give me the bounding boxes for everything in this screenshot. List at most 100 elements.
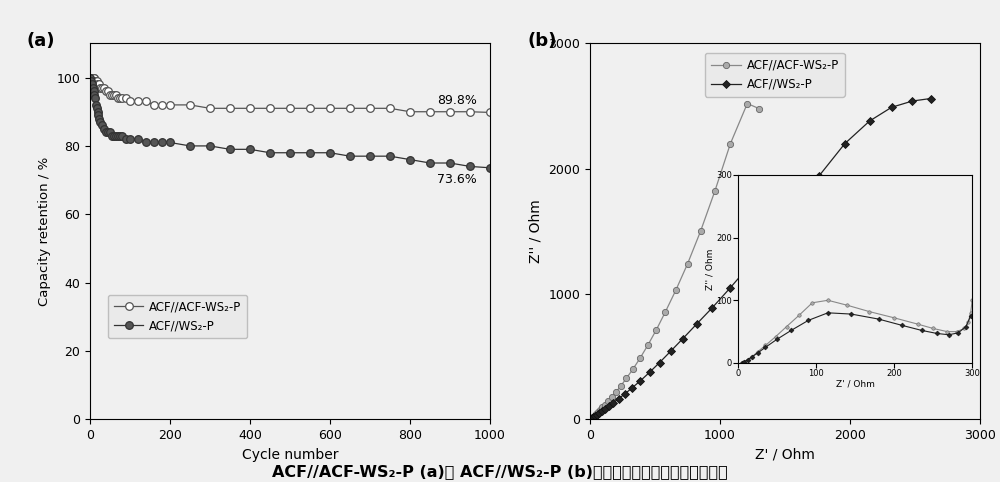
ACF//WS₂-P [788, 207, 800, 213]
ACF//WS₂-P [619, 391, 631, 397]
ACF//WS₂-P [344, 153, 356, 159]
ACF//WS₂-P [324, 150, 336, 156]
ACF//ACF-WS₂-P [96, 85, 108, 91]
ACF//ACF-WS₂-P [98, 85, 110, 91]
Legend: ACF//ACF-WS₂-P, ACF//WS₂-P: ACF//ACF-WS₂-P, ACF//WS₂-P [108, 295, 247, 338]
ACF//WS₂-P [634, 378, 646, 384]
ACF//WS₂-P [88, 88, 100, 94]
ACF//WS₂-P [765, 237, 777, 243]
ACF//WS₂-P [925, 95, 937, 101]
ACF//ACF-WS₂-P [148, 102, 160, 108]
ACF//WS₂-P [104, 129, 116, 135]
ACF//ACF-WS₂-P [659, 309, 671, 315]
ACF//WS₂-P [116, 133, 128, 138]
ACF//WS₂-P [596, 408, 608, 414]
ACF//WS₂-P [264, 150, 276, 156]
ACF//WS₂-P [587, 415, 599, 420]
ACF//ACF-WS₂-P [114, 95, 126, 101]
ACF//ACF-WS₂-P [264, 106, 276, 111]
ACF//ACF-WS₂-P [424, 109, 436, 115]
ACF//WS₂-P [87, 85, 99, 91]
ACF//WS₂-P [586, 415, 598, 421]
ACF//ACF-WS₂-P [204, 106, 216, 111]
ACF//WS₂-P [813, 174, 825, 179]
ACF//ACF-WS₂-P [627, 366, 639, 372]
ACF//WS₂-P [599, 406, 611, 412]
ACF//WS₂-P [906, 98, 918, 104]
ACF//ACF-WS₂-P [585, 416, 597, 422]
ACF//WS₂-P [124, 136, 136, 142]
ACF//ACF-WS₂-P [585, 416, 597, 422]
ACF//ACF-WS₂-P [120, 95, 132, 101]
ACF//WS₂-P [184, 143, 196, 149]
ACF//WS₂-P [444, 160, 456, 166]
ACF//WS₂-P [706, 305, 718, 311]
ACF//WS₂-P [586, 416, 598, 422]
ACF//WS₂-P [839, 141, 851, 147]
ACF//WS₂-P [464, 163, 476, 169]
ACF//WS₂-P [85, 78, 97, 84]
ACF//WS₂-P [120, 136, 132, 142]
ACF//ACF-WS₂-P [587, 414, 599, 420]
ACF//ACF-WS₂-P [89, 78, 101, 84]
ACF//ACF-WS₂-P [100, 88, 112, 94]
Y-axis label: Capacity retention / %: Capacity retention / % [38, 157, 51, 306]
ACF//ACF-WS₂-P [642, 342, 654, 348]
ACF//WS₂-P [93, 116, 105, 121]
ACF//ACF-WS₂-P [108, 92, 120, 97]
ACF//ACF-WS₂-P [596, 404, 608, 410]
ACF//WS₂-P [90, 102, 102, 108]
ACF//WS₂-P [224, 147, 236, 152]
ACF//WS₂-P [589, 413, 601, 419]
Line: ACF//WS₂-P: ACF//WS₂-P [87, 74, 494, 172]
Line: ACF//ACF-WS₂-P: ACF//ACF-WS₂-P [87, 74, 494, 116]
ACF//ACF-WS₂-P [244, 106, 256, 111]
ACF//ACF-WS₂-P [124, 99, 136, 105]
ACF//ACF-WS₂-P [84, 75, 96, 80]
Text: (a): (a) [26, 32, 54, 50]
ACF//ACF-WS₂-P [304, 106, 316, 111]
ACF//ACF-WS₂-P [586, 416, 598, 422]
Text: 89.8%: 89.8% [437, 94, 477, 107]
ACF//ACF-WS₂-P [86, 75, 98, 80]
ACF//ACF-WS₂-P [592, 409, 604, 415]
ACF//ACF-WS₂-P [615, 383, 627, 388]
ACF//WS₂-P [864, 118, 876, 124]
X-axis label: Cycle number: Cycle number [242, 448, 338, 462]
ACF//WS₂-P [484, 165, 496, 171]
ACF//WS₂-P [654, 360, 666, 365]
ACF//ACF-WS₂-P [724, 141, 736, 147]
ACF//ACF-WS₂-P [753, 106, 765, 111]
ACF//ACF-WS₂-P [132, 99, 144, 105]
ACF//WS₂-P [94, 119, 106, 125]
ACF//ACF-WS₂-P [464, 109, 476, 115]
ACF//WS₂-P [86, 81, 98, 87]
ACF//ACF-WS₂-P [91, 78, 103, 84]
ACF//WS₂-P [593, 410, 605, 415]
ACF//ACF-WS₂-P [156, 102, 168, 108]
ACF//WS₂-P [244, 147, 256, 152]
ACF//WS₂-P [626, 385, 638, 390]
ACF//ACF-WS₂-P [484, 109, 496, 115]
ACF//WS₂-P [644, 369, 656, 375]
ACF//ACF-WS₂-P [92, 81, 104, 87]
ACF//ACF-WS₂-P [104, 92, 116, 97]
ACF//WS₂-P [304, 150, 316, 156]
ACF//ACF-WS₂-P [90, 78, 102, 84]
ACF//ACF-WS₂-P [87, 75, 99, 80]
ACF//WS₂-P [204, 143, 216, 149]
ACF//WS₂-P [106, 133, 118, 138]
ACF//WS₂-P [102, 129, 114, 135]
ACF//WS₂-P [114, 133, 126, 138]
ACF//WS₂-P [404, 157, 416, 162]
ACF//ACF-WS₂-P [94, 85, 106, 91]
ACF//WS₂-P [98, 126, 110, 132]
ACF//WS₂-P [92, 112, 104, 118]
ACF//ACF-WS₂-P [620, 375, 632, 381]
ACF//WS₂-P [89, 95, 101, 101]
ACF//WS₂-P [585, 416, 597, 422]
ACF//WS₂-P [743, 263, 755, 269]
ACF//WS₂-P [364, 153, 376, 159]
ACF//ACF-WS₂-P [606, 394, 618, 400]
ACF//ACF-WS₂-P [709, 188, 721, 194]
